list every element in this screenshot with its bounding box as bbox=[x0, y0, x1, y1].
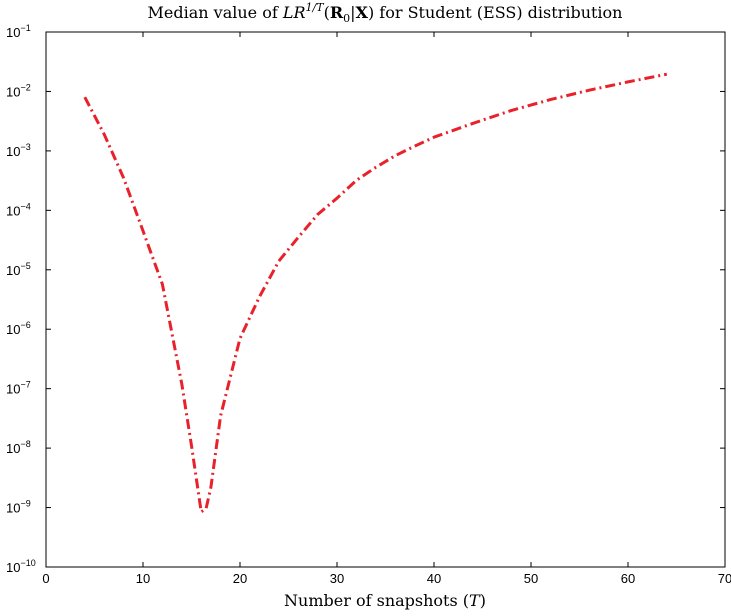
y-tick-label: 10−6 bbox=[6, 320, 31, 337]
plot-area bbox=[45, 31, 726, 568]
y-tick-label: 10−4 bbox=[6, 201, 31, 218]
y-tick-label: 10−9 bbox=[6, 499, 31, 516]
x-tick-label: 20 bbox=[233, 571, 247, 586]
title-r: R bbox=[330, 3, 344, 22]
xlabel-prefix: Number of snapshots ( bbox=[284, 591, 469, 610]
x-tick-label: 60 bbox=[621, 571, 635, 586]
x-axis-label: Number of snapshots (T) bbox=[284, 591, 486, 610]
title-suffix: for Student (ESS) distribution bbox=[374, 3, 622, 22]
title-r-sub: 0 bbox=[343, 12, 350, 25]
y-tick-labels: 10−1 10−2 10−3 10−4 10−5 10−6 10−7 10−8 10−9 10−1… bbox=[6, 23, 36, 575]
x-tick-label: 40 bbox=[427, 571, 441, 586]
series-line bbox=[83, 72, 668, 514]
title-exp: 1/T bbox=[306, 1, 326, 14]
x-tick-label: 0 bbox=[42, 571, 49, 586]
chart-title: Median value of LR1/T(R0|X) for Student … bbox=[148, 1, 623, 25]
xlabel-var: T bbox=[469, 591, 481, 610]
x-tick-label: 70 bbox=[718, 571, 731, 586]
xlabel-suffix: ) bbox=[480, 591, 486, 610]
x-tick-labels: 0 10 20 30 40 50 60 70 bbox=[42, 571, 731, 586]
y-tick-label: 10−7 bbox=[6, 380, 31, 397]
title-bar: | bbox=[350, 3, 355, 22]
y-tick-label: 10−10 bbox=[6, 558, 36, 575]
title-prefix: Median value of bbox=[148, 3, 283, 22]
y-tick-label: 10−3 bbox=[6, 142, 31, 159]
title-x: X bbox=[356, 3, 369, 22]
title-open: ( bbox=[324, 3, 330, 22]
y-tick-label: 10−5 bbox=[6, 261, 31, 278]
x-tick-label: 10 bbox=[136, 571, 150, 586]
x-tick-label: 50 bbox=[524, 571, 538, 586]
y-tick-label: 10−1 bbox=[6, 23, 31, 40]
title-close: ) bbox=[368, 3, 374, 22]
title-lr: LR bbox=[282, 3, 306, 22]
tick-marks bbox=[45, 31, 726, 568]
x-tick-label: 30 bbox=[330, 571, 344, 586]
y-tick-label: 10−2 bbox=[6, 82, 31, 99]
y-tick-label: 10−8 bbox=[6, 439, 31, 456]
